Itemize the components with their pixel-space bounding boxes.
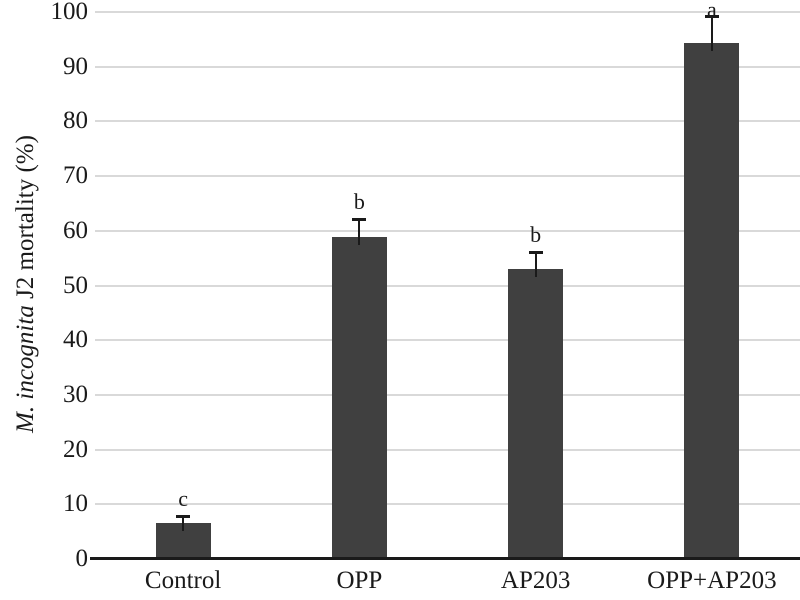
x-category-label-Control: Control — [144, 567, 222, 594]
y-tick-label-20: 20 — [63, 435, 88, 463]
error-bar-cap-Control — [176, 515, 191, 519]
y-tick-label-80: 80 — [63, 107, 88, 135]
x-category-label-OPP+AP203: OPP+AP203 — [647, 567, 777, 594]
bar-OPP+AP203 — [684, 43, 740, 559]
significance-letter-Control: c — [178, 486, 188, 512]
error-bar-stem-Control — [182, 516, 185, 532]
gridline-80 — [95, 120, 800, 123]
y-axis-title: M. incognita J2 mortality (%) — [10, 64, 42, 504]
gridline-20 — [95, 448, 800, 451]
error-bar-cap-AP203 — [528, 251, 543, 255]
x-axis-line — [90, 557, 800, 560]
significance-letter-AP203: b — [530, 222, 542, 248]
y-tick-label-100: 100 — [50, 0, 89, 25]
gridline-30 — [95, 393, 800, 396]
bar-AP203 — [508, 269, 564, 559]
x-category-label-AP203: AP203 — [500, 567, 571, 594]
y-tick-label-70: 70 — [63, 162, 88, 190]
error-bar-cap-OPP — [352, 217, 367, 221]
y-axis-title-regular: J2 mortality (%) — [12, 135, 39, 306]
error-bar-cap-OPP+AP203 — [704, 15, 719, 19]
y-tick-label-10: 10 — [63, 490, 88, 518]
gridline-100 — [95, 11, 800, 13]
y-tick-label-30: 30 — [63, 380, 88, 408]
bar-OPP — [331, 237, 387, 559]
gridline-40 — [95, 339, 800, 342]
y-tick-label-90: 90 — [63, 52, 88, 80]
x-category-label-OPP: OPP — [336, 567, 383, 594]
gridline-90 — [95, 65, 800, 68]
y-axis-title-species-italic: M. incognita — [12, 305, 39, 433]
y-tick-label-60: 60 — [63, 216, 88, 244]
significance-letter-OPP: b — [353, 188, 365, 214]
y-tick-label-50: 50 — [63, 271, 88, 299]
gridline-70 — [95, 175, 800, 178]
gridline-10 — [95, 503, 800, 506]
error-bar-stem-OPP+AP203 — [710, 16, 713, 52]
gridline-60 — [95, 229, 800, 232]
gridline-50 — [95, 284, 800, 287]
y-tick-label-0: 0 — [75, 545, 89, 572]
error-bar-stem-AP203 — [534, 252, 537, 278]
y-tick-label-40: 40 — [63, 326, 88, 354]
significance-letter-OPP+AP203: a — [706, 0, 717, 22]
error-bar-stem-OPP — [358, 218, 361, 246]
